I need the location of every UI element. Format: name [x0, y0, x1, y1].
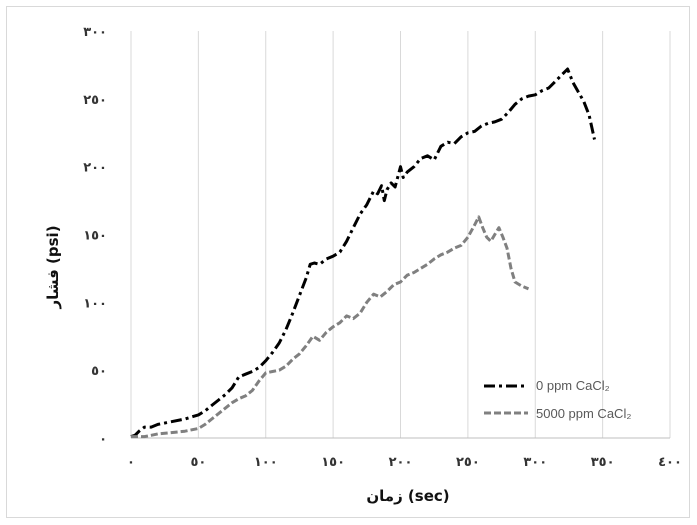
- x-tick-label: ٢٥٠: [456, 455, 480, 470]
- series-line-0: [130, 67, 596, 439]
- x-tick-label: ٠: [127, 455, 135, 470]
- x-tick-label: ٣٥٠: [591, 455, 615, 470]
- y-tick-label: ٠: [99, 432, 107, 447]
- series-line-1: [131, 215, 530, 439]
- x-tick-label: ١٥٠: [321, 455, 345, 470]
- grid-lines: [130, 31, 671, 439]
- y-tick-label: ٣٠٠: [83, 25, 107, 40]
- x-tick-label: ١٠٠: [254, 455, 278, 470]
- x-tick-label: ٣٠٠: [523, 455, 547, 470]
- y-tick-label: ١٠٠: [83, 296, 107, 311]
- legend-label-5000ppm: 5000 ppm CaCl₂: [536, 406, 631, 421]
- x-tick-label: ٢٠٠: [389, 455, 413, 470]
- y-tick-label: ٢٥٠: [83, 93, 107, 108]
- y-tick-label: ٢٠٠: [83, 161, 107, 176]
- legend: 0 ppm CaCl₂ 5000 ppm CaCl₂: [484, 378, 631, 421]
- y-tick-label: ١٥٠: [83, 229, 107, 244]
- y-axis-title: فشار (psi): [44, 225, 62, 309]
- x-axis-title: زمان (sec): [366, 487, 449, 505]
- legend-label-0ppm: 0 ppm CaCl₂: [536, 378, 610, 393]
- x-tick-labels: ٠ ٥٠ ١٠٠ ١٥٠ ٢٠٠ ٢٥٠ ٣٠٠ ٣٥٠ ٤٠٠: [127, 455, 682, 470]
- x-tick-label: ٥٠: [190, 455, 206, 470]
- y-tick-labels: ٠ ٥٠ ١٠٠ ١٥٠ ٢٠٠ ٢٥٠ ٣٠٠: [83, 25, 107, 447]
- series-lines: [130, 67, 596, 439]
- y-tick-label: ٥٠: [91, 364, 107, 379]
- x-tick-label: ٤٠٠: [658, 455, 682, 470]
- chart-frame: [6, 6, 690, 518]
